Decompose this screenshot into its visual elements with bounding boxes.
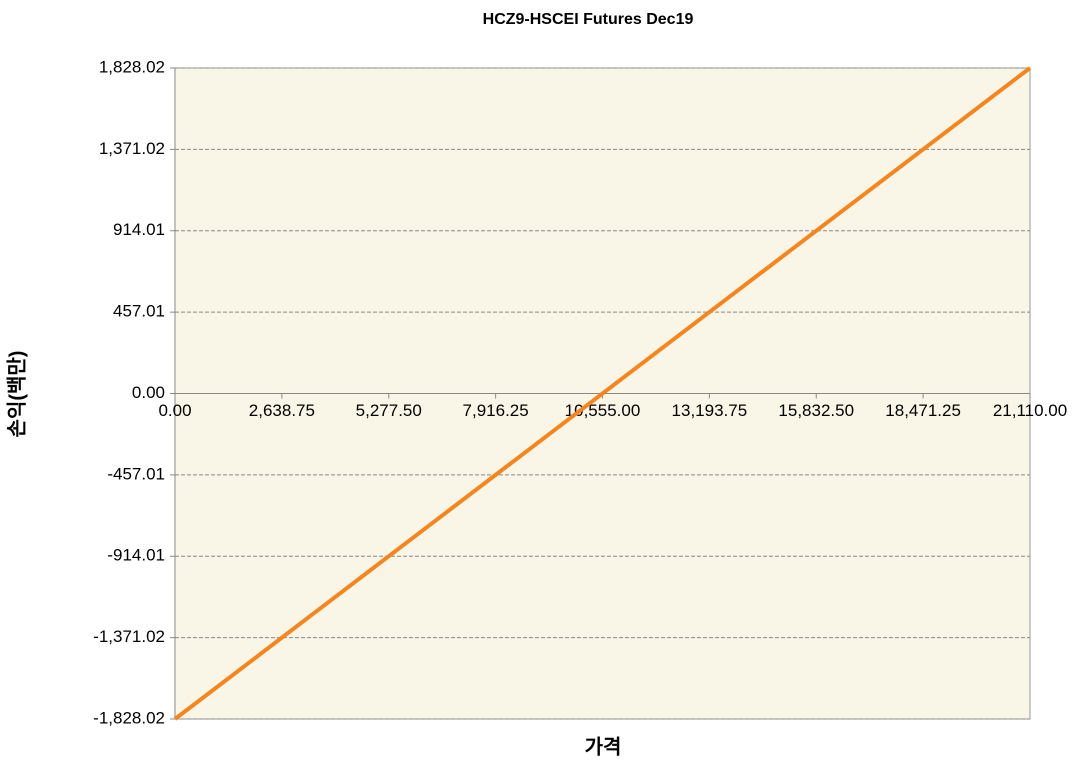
y-tick-label: 457.01 <box>113 302 165 321</box>
x-tick-label: 13,193.75 <box>672 401 748 420</box>
x-tick-label: 21,110.00 <box>993 401 1067 420</box>
x-axis-title: 가격 <box>585 735 622 758</box>
y-tick-label: -1,828.02 <box>93 708 165 727</box>
line-series <box>173 66 1032 721</box>
x-tick-label: 10,555.00 <box>565 401 641 420</box>
x-tick-label: 2,638.75 <box>249 401 315 420</box>
y-axis-title: 손익(백만) <box>5 351 28 438</box>
chart-title: HCZ9-HSCEI Futures Dec19 <box>483 11 694 28</box>
y-tick-label: -914.01 <box>107 546 165 565</box>
y-tick-label: -1,371.02 <box>93 627 165 646</box>
y-tick-label: 1,371.02 <box>99 139 165 158</box>
x-tick-label: 7,916.25 <box>463 401 529 420</box>
y-tick-label: 914.01 <box>113 220 165 239</box>
y-tick-label: 0.00 <box>132 383 165 402</box>
x-tick-label: 18,471.25 <box>885 401 961 420</box>
y-tick-label: -457.01 <box>107 464 165 483</box>
x-tick-label: 15,832.50 <box>778 401 854 420</box>
x-tick-label: 5,277.50 <box>356 401 422 420</box>
y-tick-label: 1,828.02 <box>99 57 165 76</box>
x-tick-label: 0.00 <box>158 401 191 420</box>
